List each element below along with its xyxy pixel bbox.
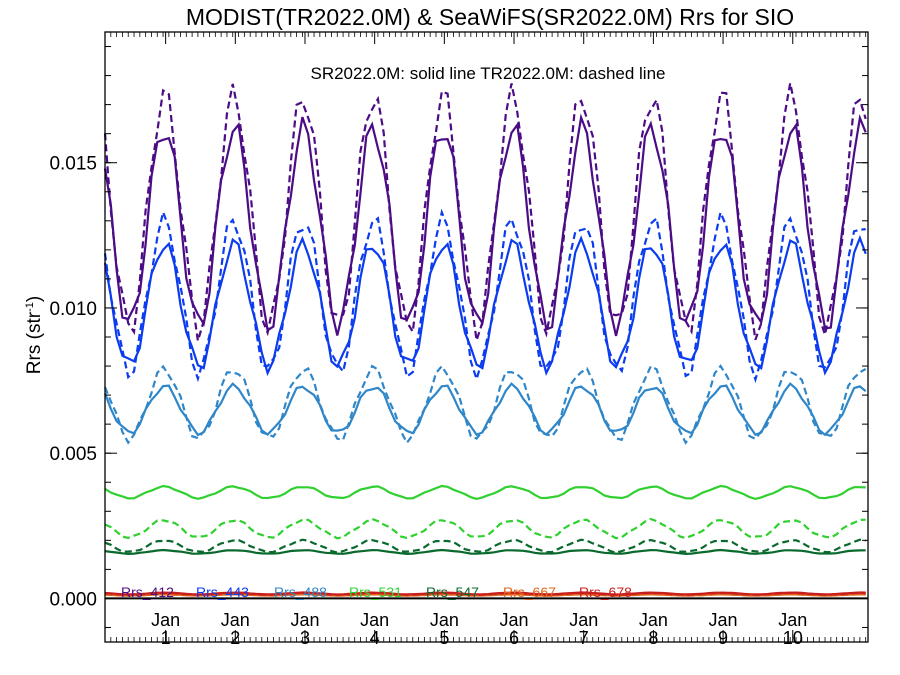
x-tick-label-month: Jan [430,610,459,630]
x-tick-label-year: 2 [230,628,240,648]
x-tick-label-month: Jan [151,610,180,630]
y-tick-label: 0.010 [49,299,97,320]
y-axis-label: Rrs (str-1) [24,296,45,374]
x-tick-label-year: 9 [718,628,728,648]
x-tick-label-year: 8 [648,628,658,648]
legend-entry: Rrs_547 [426,584,479,600]
x-tick-label-year: 7 [579,628,589,648]
y-tick-label: 0.015 [49,154,97,175]
x-tick-label-month: Jan [778,610,807,630]
y-tick-label: 0.000 [49,589,97,610]
x-tick-label-month: Jan [290,610,319,630]
legend-layer: Rrs_412 Rrs_443 Rrs_488 Rrs_531 Rrs_547 Rrs_6… [121,584,632,600]
y-axis-label-end: ) [24,296,45,302]
legend-entry: Rrs_531 [349,584,402,600]
x-tick-label-year: 3 [300,628,310,648]
series-line-dashed [104,517,866,540]
y-axis-label-main: Rrs (str [24,311,45,374]
series-line-dashed [103,364,867,445]
axes-layer: 0.0000.0050.0100.015Jan1Jan2Jan3Jan4Jan5… [49,32,868,648]
series-line-solid [103,113,867,337]
x-tick-label-year: 6 [509,628,519,648]
x-tick-label-month: Jan [639,610,668,630]
series-line-dashed [103,82,867,342]
y-axis-label-sup: -1 [24,302,36,312]
series-line-solid [104,548,866,556]
legend-entry: Rrs_678 [579,584,632,600]
series-line-dashed [104,538,866,554]
x-tick-label-year: 4 [370,628,380,648]
series-line-dashed [103,208,866,384]
x-tick-label-month: Jan [500,610,529,630]
series-line-solid [103,234,867,377]
x-tick-label-year: 10 [783,628,803,648]
legend-entry: Rrs_667 [503,584,556,600]
x-tick-label-year: 1 [161,628,171,648]
y-tick-label: 0.005 [49,444,97,465]
x-tick-label-month: Jan [569,610,598,630]
legend-entry: Rrs_488 [274,584,327,600]
x-tick-label-month: Jan [221,610,250,630]
x-tick-label-month: Jan [709,610,738,630]
series-line-solid [104,484,866,501]
series-layer [103,82,867,597]
x-tick-label-year: 5 [439,628,449,648]
chart-subtitle: SR2022.0M: solid line TR2022.0M: dashed … [310,64,665,83]
legend-entry: Rrs_412 [121,584,174,600]
chart-title: MODIST(TR2022.0M) & SeaWiFS(SR2022.0M) R… [186,4,794,30]
series-line-solid [103,382,867,437]
series-line-dashed [104,591,866,596]
plot-frame [104,31,869,643]
legend-entry: Rrs_443 [196,584,249,600]
x-tick-label-month: Jan [360,610,389,630]
